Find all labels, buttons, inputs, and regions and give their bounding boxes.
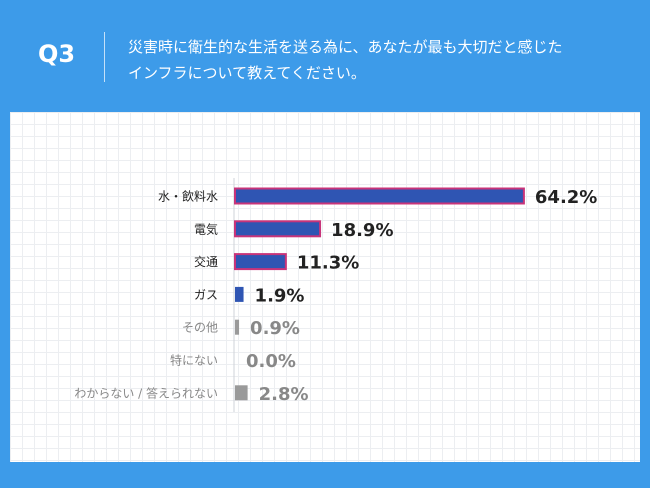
question-text: インフラについて教えてください。 xyxy=(128,64,366,82)
bar xyxy=(234,187,525,205)
question-text: 災害時に衛生的な生活を送る為に、あなたが最も大切だと感じた xyxy=(128,38,563,56)
category-label: 電気 xyxy=(194,221,218,236)
bar xyxy=(234,220,322,238)
question-number: Q3 xyxy=(38,40,76,68)
bar xyxy=(235,286,244,302)
category-label: 交通 xyxy=(194,254,218,269)
category-label: ガス xyxy=(194,288,218,302)
value-label: 64.2% xyxy=(535,187,597,208)
bar xyxy=(234,253,287,271)
chart-card xyxy=(10,112,640,462)
category-label: 水・飲料水 xyxy=(158,189,218,204)
category-label: 特にない xyxy=(170,353,218,368)
value-label: 11.3% xyxy=(297,253,359,274)
value-label: 1.9% xyxy=(255,285,305,306)
value-label: 0.0% xyxy=(246,351,296,372)
category-label: その他 xyxy=(182,321,218,335)
value-label: 0.9% xyxy=(250,318,300,339)
bar xyxy=(235,319,240,335)
separator xyxy=(104,32,105,82)
bar xyxy=(235,385,248,401)
category-label: わからない / 答えられない xyxy=(74,385,218,400)
value-label: 18.9% xyxy=(331,220,393,241)
value-label: 2.8% xyxy=(259,384,309,405)
